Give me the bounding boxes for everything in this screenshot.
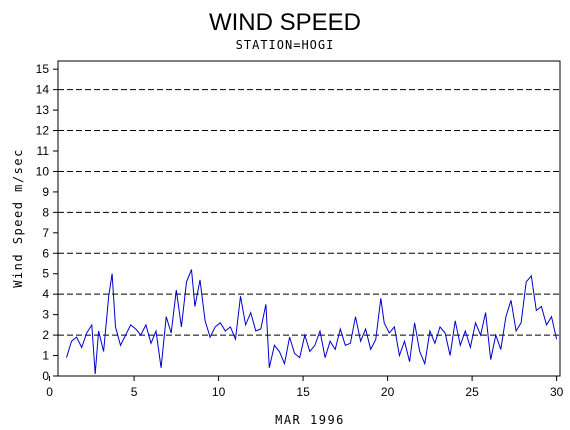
y-tick-label: 4	[42, 287, 49, 301]
y-tick-label: 6	[42, 246, 49, 260]
y-tick-label: 0	[42, 369, 49, 383]
y-tick-label: 1	[42, 349, 49, 363]
y-tick-label: 3	[42, 308, 49, 322]
x-tick-label: 20	[381, 385, 395, 399]
y-tick-label: 11	[37, 144, 50, 158]
y-tick-label: 7	[42, 226, 49, 240]
y-tick-label: 8	[42, 205, 49, 219]
y-tick-label: 5	[42, 267, 49, 281]
chart-subtitle: STATION=HOGI	[236, 38, 335, 52]
wind-speed-series-line	[66, 269, 558, 375]
y-tick-label: 14	[36, 83, 50, 97]
y-axis-label: Wind Speed m/sec	[11, 148, 25, 288]
x-tick-label: 0	[46, 385, 53, 399]
plot-frame	[57, 60, 561, 377]
x-axis-label: MAR 1996	[275, 413, 345, 427]
x-tick-label: 10	[212, 385, 226, 399]
x-tick-label: 30	[550, 385, 564, 399]
x-tick-label: 5	[131, 385, 138, 399]
x-tick-label: 25	[465, 385, 479, 399]
y-tick-label: 2	[42, 328, 49, 342]
chart-title: WIND SPEED	[209, 9, 361, 36]
y-tick-label: 15	[36, 62, 50, 76]
y-tick-label: 9	[42, 185, 49, 199]
x-axis: 0 5 10 15 20 25 30	[46, 376, 564, 399]
x-tick-label: 15	[296, 385, 310, 399]
y-tick-label: 13	[36, 103, 50, 117]
y-tick-label: 12	[36, 124, 50, 138]
y-tick-label: 10	[36, 164, 50, 178]
gridlines	[58, 89, 560, 377]
